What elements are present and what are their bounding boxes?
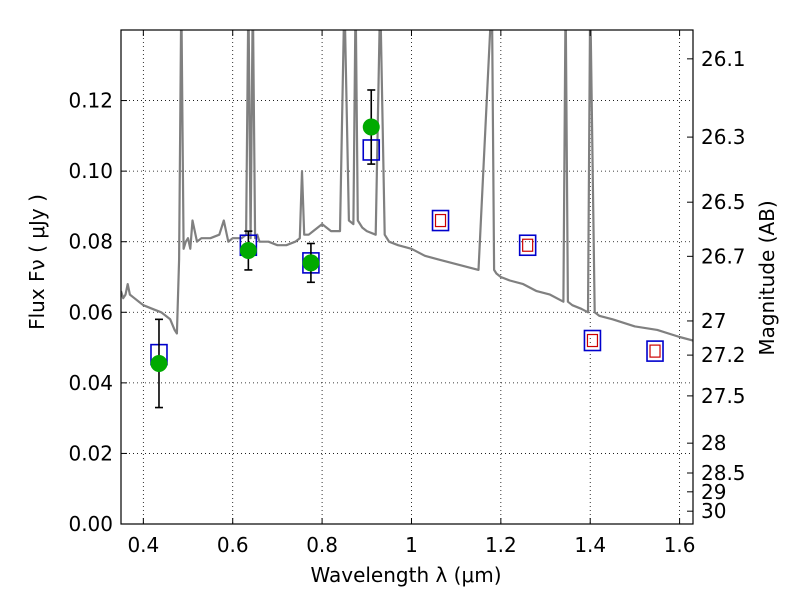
model-spectrum-line [121,30,693,342]
model-band-inner-marker [586,333,599,348]
y-tick-label: 0.02 [68,441,113,465]
observed-point [362,118,380,136]
y-tick-label: 0.10 [68,159,113,183]
y2-axis-label: Magnitude (AB) [755,200,779,355]
y2-tick-label: 27.5 [701,384,746,408]
y2-tick-label: 28.5 [701,461,746,485]
x-tick-label: 1 [405,533,418,557]
model-band-marker [646,340,664,362]
y2-tick-label: 27 [701,309,726,333]
y-tick-label: 0.12 [68,89,113,113]
model-band-marker [518,234,537,257]
observed-point [302,254,320,272]
x-tick-label: 0.8 [306,533,338,557]
y2-tick-label: 28 [701,431,726,455]
x-axis-label: Wavelength λ (μm) [310,563,501,587]
y2-tick-label: 26.5 [701,190,746,214]
y-tick-label: 0.06 [68,300,113,324]
y2-tick-label: 26.3 [701,125,746,149]
plot-frame [120,29,694,525]
y-axis-label: Flux Fν ( μJy ) [25,194,49,330]
x-tick-label: 1.2 [485,533,517,557]
y-tick-label: 0.08 [68,230,113,254]
observed-point [150,354,168,372]
y-tick-label: 0.00 [68,512,113,536]
x-tick-label: 0.6 [217,533,249,557]
x-tick-label: 0.4 [127,533,159,557]
model-band-inner-marker [649,344,661,358]
grid-lines [121,30,693,525]
y2-tick-label: 26.1 [701,47,746,71]
axes: 0.4 0.6 0.8 1 1.2 1.4 1.6 0.00 0.02 0.04 0.06 0.08 0… [68,30,746,557]
y2-tick-label: 29 [701,480,726,504]
y-tick-label: 0.04 [68,371,113,395]
model-band-marker [431,209,450,232]
model-band-inner-marker [522,238,534,252]
model-band-marker [583,329,602,352]
plot-area [121,30,693,409]
y2-tick-label: 30 [701,499,726,523]
y2-tick-label: 26.7 [701,244,746,268]
x-tick-label: 1.4 [574,533,606,557]
y2-tick-label: 27.2 [701,343,746,367]
model-band-inner-marker [434,213,447,228]
observed-point [239,242,257,260]
x-tick-label: 1.6 [664,533,696,557]
